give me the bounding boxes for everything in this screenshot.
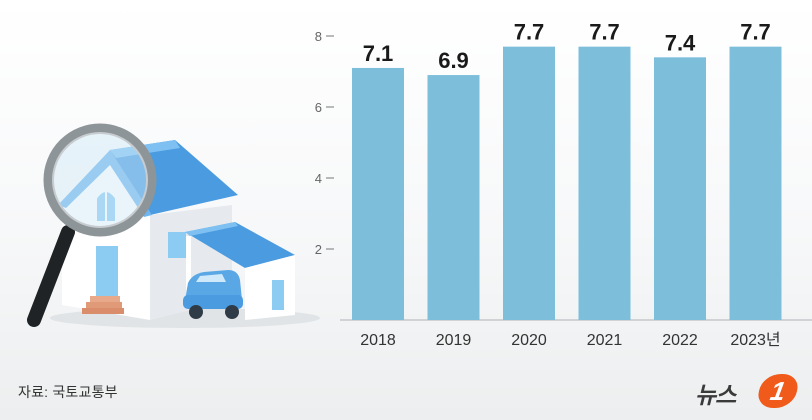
value-label: 7.4 [665,30,696,55]
value-label: 6.9 [438,48,469,73]
x-tick-label: 2018 [360,332,396,349]
value-label: 7.1 [363,41,394,66]
y-tick-label: 6 [315,100,322,115]
y-tick-label: 4 [315,171,322,186]
value-label: 7.7 [589,20,620,45]
car-icon [183,270,243,319]
x-tick-label: 2023년 [730,331,780,349]
bar-2023년 [729,46,782,321]
bar-2020 [503,46,555,321]
x-tick-label: 2019 [436,332,472,349]
value-label: 7.7 [514,20,545,45]
logo-badge: 1 [756,374,800,408]
source-note: 자료: 국토교통부 [18,384,118,400]
x-tick-label: 2021 [587,332,623,349]
magnifying-glass-icon [27,123,157,327]
x-tick-label: 2020 [511,332,547,349]
x-tick-label: 2022 [662,332,698,349]
bar-2022 [654,57,706,321]
y-tick-label: 8 [315,29,322,44]
value-label: 7.7 [740,20,771,45]
bar-2021 [578,46,631,321]
news1-logo: 뉴스 1 [695,374,805,410]
y-tick-label: 2 [315,242,322,257]
bar-2019 [427,75,480,320]
bar-2018 [352,67,404,320]
logo-text: 뉴스 [695,383,736,409]
